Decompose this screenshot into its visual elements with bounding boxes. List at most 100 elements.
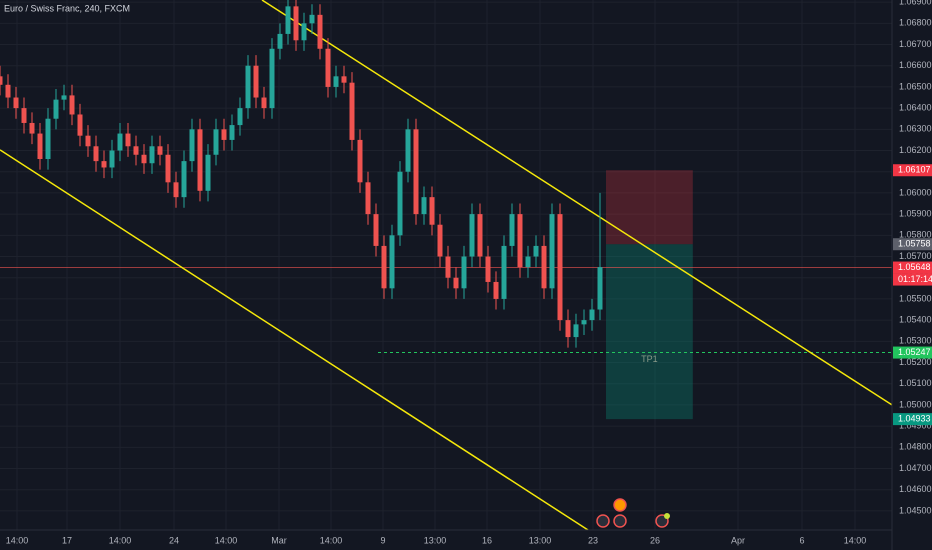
candle-body (197, 129, 203, 191)
y-tick-label: 1.05100 (899, 378, 932, 388)
candle-body (21, 108, 27, 123)
candle-body (77, 114, 83, 136)
y-tick-label: 1.05300 (899, 336, 932, 346)
candle-body (117, 133, 123, 151)
candle-body (269, 48, 275, 109)
x-tick-label: 14:00 (109, 535, 132, 545)
candle-body (189, 129, 195, 162)
y-tick-label: 1.06500 (899, 81, 932, 91)
y-tick-label: 1.06000 (899, 187, 932, 197)
candle-body (13, 97, 19, 109)
candle-body (61, 95, 67, 100)
y-tick-label: 1.05400 (899, 314, 932, 324)
candle-body (509, 214, 515, 246)
tp-label: TP1 (641, 354, 658, 364)
candle-body (253, 65, 259, 98)
candle-body (341, 76, 347, 83)
candle-body (397, 171, 403, 236)
candle-body (349, 82, 355, 140)
x-tick-label: Apr (731, 535, 745, 545)
candle-body (501, 245, 507, 299)
y-tick-label: 1.06800 (899, 18, 932, 28)
candle-body (365, 182, 371, 215)
x-tick-label: 16 (482, 535, 492, 545)
y-tick-label: 1.04500 (899, 505, 932, 515)
candle-body (597, 267, 603, 310)
candle-body (5, 84, 11, 98)
candle-body (173, 182, 179, 198)
candle-body (125, 133, 131, 147)
target-tag-bg (893, 413, 932, 426)
y-tick-label: 1.05800 (899, 230, 932, 240)
y-tick-label: 1.06600 (899, 60, 932, 70)
x-tick-label: Mar (271, 535, 287, 545)
candle-body (573, 324, 579, 338)
x-tick-label: 14:00 (320, 535, 343, 545)
candle-body (333, 76, 339, 87)
tp-tag-bg (893, 346, 932, 359)
candle-body (581, 320, 587, 325)
candle-body (149, 146, 155, 164)
candle-body (69, 95, 75, 115)
candle-body (53, 99, 59, 119)
candle-body (29, 122, 35, 134)
candle-body (421, 197, 427, 215)
entry-tag: 1.05758 (898, 239, 931, 249)
candle-body (245, 65, 251, 109)
y-tick-label: 1.06200 (899, 145, 932, 155)
y-tick-label: 1.06900 (899, 0, 932, 6)
target-tag: 1.04933 (898, 413, 931, 423)
candle-body (93, 146, 99, 162)
candle-body (141, 154, 147, 164)
candle-body (477, 214, 483, 257)
y-tick-label: 1.04800 (899, 442, 932, 452)
candle-body (301, 23, 307, 41)
y-tick-label: 1.06300 (899, 124, 932, 134)
x-tick-label: 6 (799, 535, 804, 545)
candle-body (0, 76, 3, 85)
trend-line (261, 0, 893, 406)
y-tick-label: 1.04900 (899, 420, 932, 430)
candle-body (309, 14, 315, 24)
candle-body (413, 129, 419, 215)
y-tick-label: 1.06700 (899, 39, 932, 49)
stop-tag-bg (893, 164, 932, 177)
candle-body (213, 129, 219, 155)
stop-tag: 1.06107 (898, 165, 931, 175)
entry-tag-bg (893, 238, 932, 251)
y-tick-label: 1.05900 (899, 208, 932, 218)
plot: TP1 (0, 0, 893, 531)
countdown-bg (893, 273, 932, 286)
x-tick-label: 14:00 (844, 535, 867, 545)
event-icons (596, 498, 670, 528)
candle-body (533, 245, 539, 257)
candle-body (277, 33, 283, 49)
candle-body (261, 97, 267, 109)
candle-body (493, 281, 499, 299)
candle-body (437, 224, 443, 257)
candle-body (517, 214, 523, 268)
candle-body (357, 139, 363, 183)
x-tick-label: 24 (169, 535, 179, 545)
candle-body (589, 309, 595, 321)
candle-body (541, 245, 547, 289)
y-tick-label: 1.05000 (899, 399, 932, 409)
candle-body (45, 118, 51, 159)
candle-body (525, 256, 531, 268)
candle-body (293, 6, 299, 41)
candle-body (381, 245, 387, 289)
candle-body (157, 146, 163, 155)
countdown: 01:17:14 (898, 274, 932, 284)
candle-body (109, 150, 115, 168)
tp-tag: 1.05247 (898, 347, 931, 357)
candle-body (325, 48, 331, 87)
candle-body (469, 214, 475, 257)
candle-body (181, 161, 187, 198)
x-tick-label: 13:00 (424, 535, 447, 545)
axes: 1.04500 1.04600 1.04700 1.04800 1.04900 1.050… (6, 0, 932, 545)
candle-body (237, 108, 243, 126)
candle-body (101, 161, 107, 168)
grid (0, 0, 892, 530)
trend-line (0, 149, 589, 531)
